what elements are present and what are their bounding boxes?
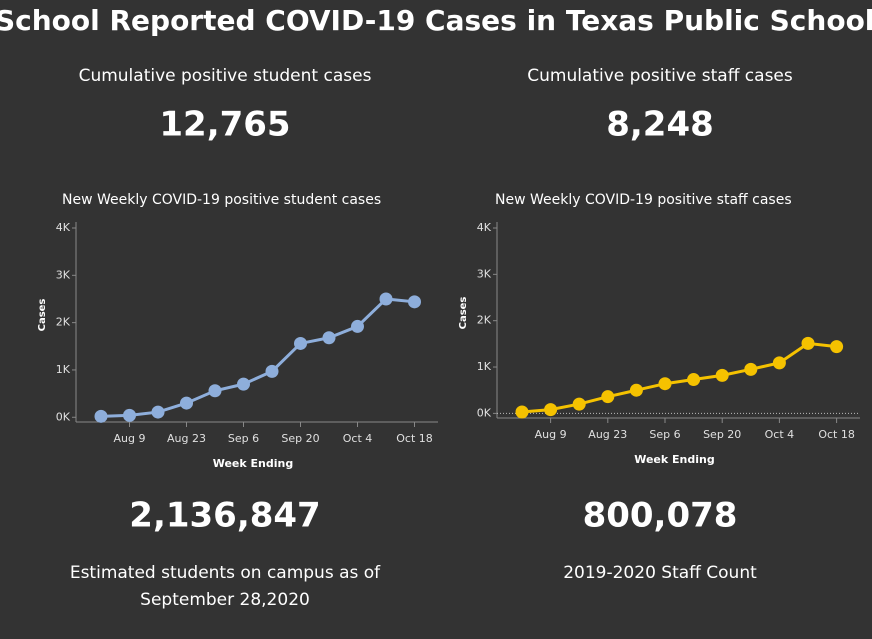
- y-tick-label: 4K: [477, 221, 492, 234]
- y-tick-label: 0K: [477, 406, 492, 419]
- series-line: [521, 341, 837, 414]
- data-point: [830, 340, 844, 354]
- kpi-label: Cumulative positive student cases: [79, 66, 372, 86]
- x-tick-label: Sep 6: [649, 428, 680, 441]
- x-axis-label: Week Ending: [213, 457, 294, 470]
- x-tick-label: Oct 18: [396, 432, 433, 445]
- data-point: [151, 405, 165, 419]
- data-point: [772, 356, 786, 370]
- total-caption: 2019-2020 Staff Count: [563, 563, 757, 583]
- y-tick-label: 1K: [477, 360, 492, 373]
- data-point: [265, 364, 279, 378]
- data-point: [515, 405, 529, 419]
- total-caption: Estimated students on campus as of: [70, 563, 381, 583]
- kpi-value: 12,765: [159, 105, 290, 145]
- y-tick-label: 1K: [56, 363, 71, 376]
- kpi-value: 8,248: [606, 105, 714, 145]
- series-line: [100, 297, 415, 418]
- data-point: [294, 336, 307, 350]
- y-tick-label: 3K: [477, 267, 492, 280]
- data-point: [322, 331, 336, 345]
- data-point: [351, 319, 364, 333]
- y-axis-label: Cases: [37, 299, 48, 332]
- data-point: [687, 373, 701, 387]
- x-tick-label: Aug 9: [114, 432, 146, 445]
- x-tick-label: Aug 9: [535, 428, 567, 441]
- x-tick-label: Aug 23: [167, 432, 206, 445]
- x-tick-label: Sep 20: [281, 432, 319, 445]
- x-tick-label: Oct 18: [818, 428, 855, 441]
- total-value: 2,136,847: [129, 496, 320, 536]
- data-point: [94, 409, 108, 423]
- chart-title: New Weekly COVID-19 positive staff cases: [495, 192, 792, 208]
- data-point: [180, 396, 193, 410]
- data-point: [237, 377, 250, 391]
- data-point: [801, 336, 815, 350]
- data-point: [208, 384, 222, 398]
- y-tick-label: 0K: [56, 410, 71, 423]
- y-tick-label: 2K: [477, 314, 492, 327]
- x-tick-label: Oct 4: [765, 428, 795, 441]
- data-point: [744, 362, 758, 376]
- data-point: [601, 390, 615, 404]
- dashboard-title: School Reported COVID-19 Cases in Texas …: [0, 4, 872, 37]
- data-point: [629, 383, 643, 397]
- data-point: [544, 403, 558, 417]
- y-tick-label: 4K: [56, 221, 71, 234]
- data-point: [715, 368, 729, 382]
- data-point: [658, 377, 672, 391]
- data-point: [123, 408, 136, 422]
- data-point: [572, 397, 586, 411]
- data-point: [408, 295, 421, 309]
- y-axis-label: Cases: [458, 297, 469, 330]
- x-tick-label: Sep 20: [703, 428, 741, 441]
- chart-title: New Weekly COVID-19 positive student cas…: [62, 192, 381, 208]
- total-caption: September 28,2020: [140, 590, 310, 610]
- y-tick-label: 2K: [56, 316, 71, 329]
- y-tick-label: 3K: [56, 268, 71, 281]
- x-tick-label: Aug 23: [588, 428, 627, 441]
- x-axis-label: Week Ending: [634, 453, 715, 466]
- total-value: 800,078: [583, 496, 738, 536]
- kpi-label: Cumulative positive staff cases: [527, 66, 793, 86]
- x-tick-label: Oct 4: [343, 432, 373, 445]
- data-point: [379, 292, 393, 306]
- x-tick-label: Sep 6: [228, 432, 259, 445]
